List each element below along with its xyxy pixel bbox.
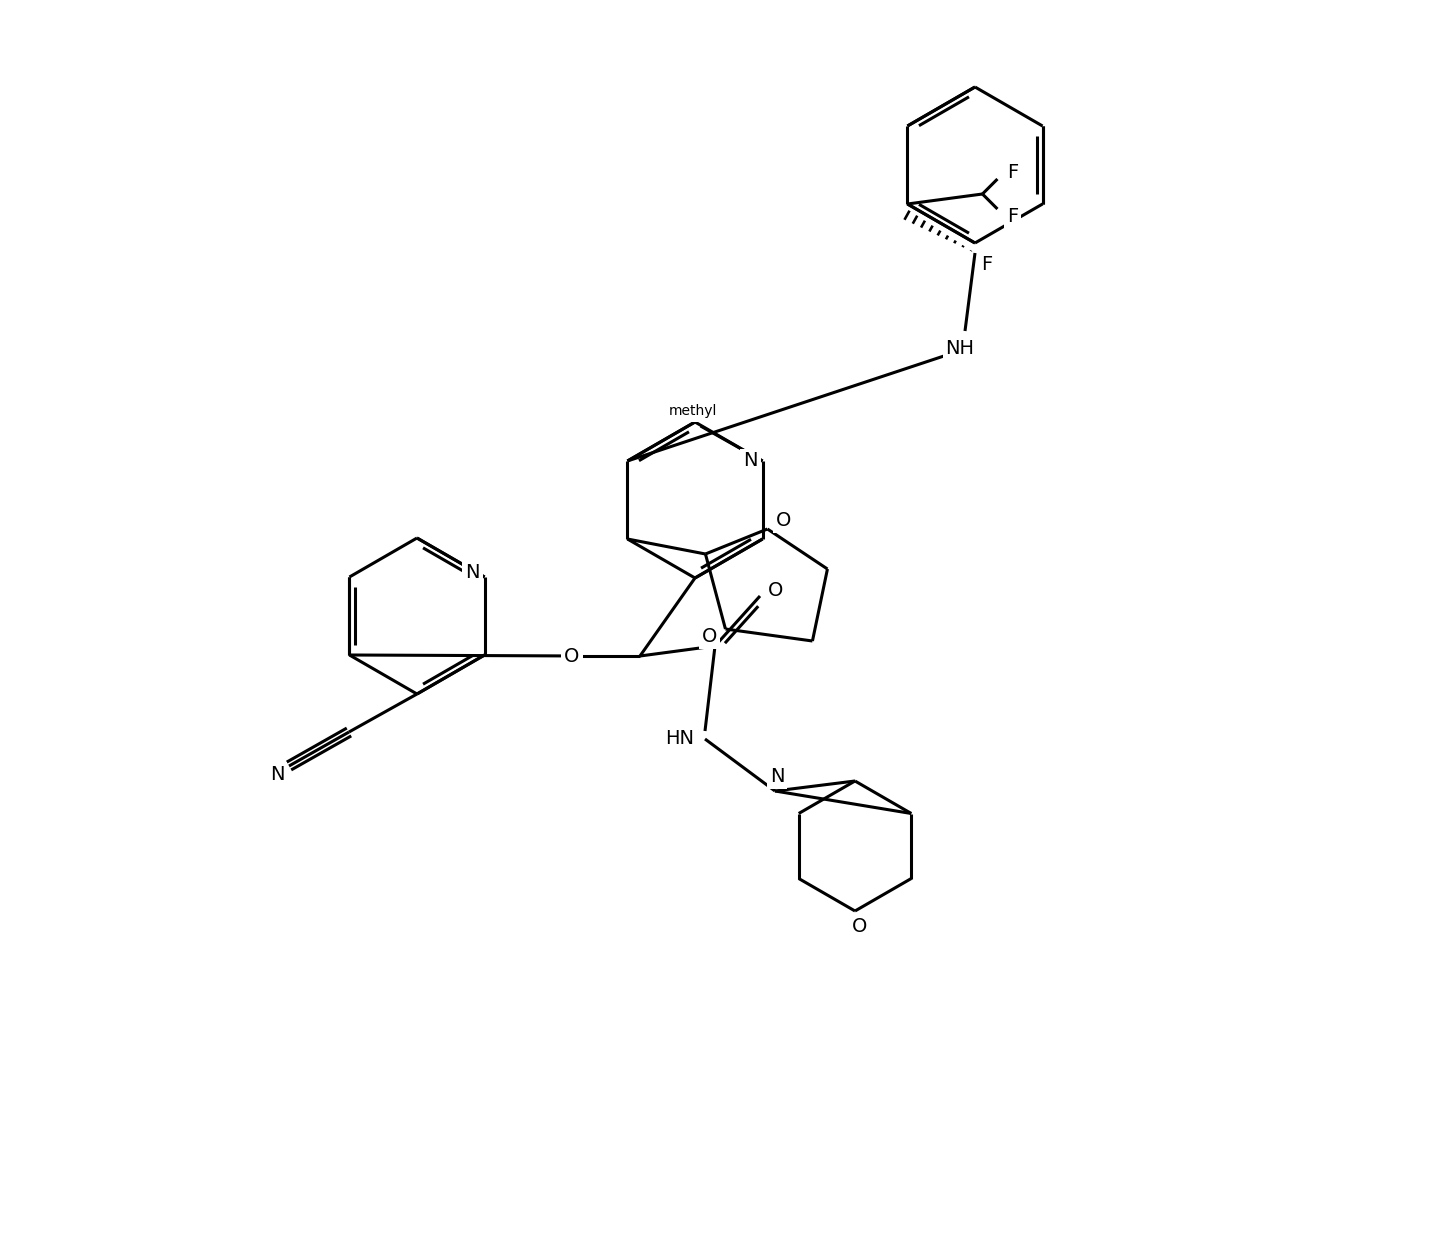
Text: HN: HN xyxy=(665,729,694,749)
Text: methyl: methyl xyxy=(668,404,717,417)
Text: O: O xyxy=(775,512,791,531)
Text: F: F xyxy=(1006,207,1018,226)
Text: N: N xyxy=(688,400,703,420)
Text: F: F xyxy=(982,255,993,274)
Text: O: O xyxy=(565,647,579,665)
Text: O: O xyxy=(852,917,868,936)
Text: N: N xyxy=(270,765,285,784)
Text: N: N xyxy=(770,768,784,786)
Text: N: N xyxy=(465,562,479,582)
Text: N: N xyxy=(743,451,758,471)
Text: O: O xyxy=(701,628,717,647)
Text: O: O xyxy=(768,582,784,601)
Text: NH: NH xyxy=(945,339,974,359)
Text: F: F xyxy=(1006,162,1018,182)
